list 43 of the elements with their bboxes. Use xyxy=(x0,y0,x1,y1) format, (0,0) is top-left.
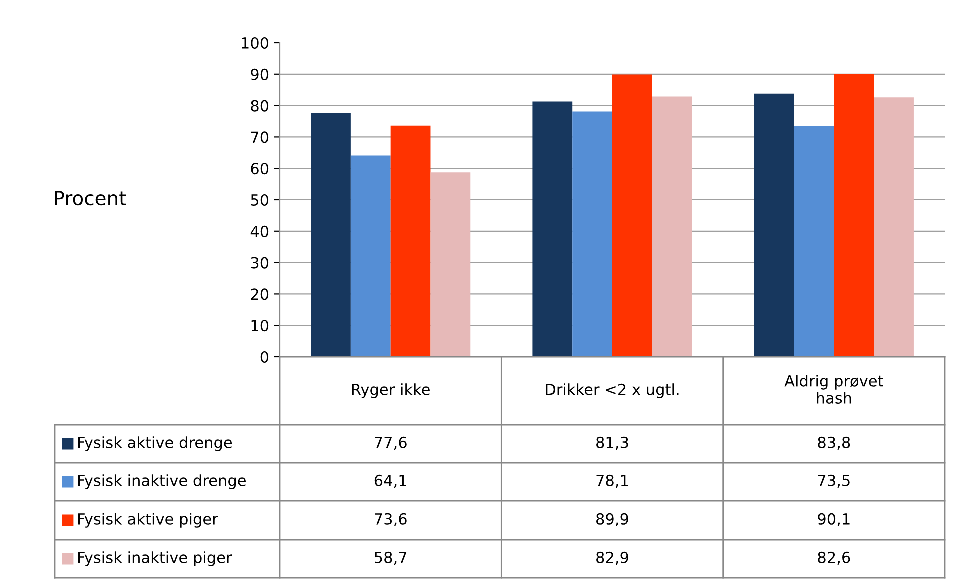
data-label: 78,1 xyxy=(596,474,628,488)
data-label: 89,9 xyxy=(596,513,628,526)
data-label: 83,8 xyxy=(818,436,850,450)
data-label: 64,1 xyxy=(374,474,406,488)
y-tick-label: 10 xyxy=(252,320,269,332)
data-label: 82,6 xyxy=(818,552,850,565)
data-label: 81,3 xyxy=(596,436,628,450)
x-tick-label: Aldrig prøvet hash xyxy=(784,375,884,404)
legend-label: Fysisk aktive piger xyxy=(78,513,218,528)
bar xyxy=(430,172,471,357)
data-label: 90,1 xyxy=(818,513,850,526)
data-label: 58,7 xyxy=(375,552,407,565)
y-tick-label: 20 xyxy=(251,288,269,300)
bar xyxy=(532,102,573,357)
data-label: 73,5 xyxy=(818,474,850,488)
bar xyxy=(794,126,834,357)
bar xyxy=(834,74,874,357)
bar xyxy=(390,126,431,357)
x-tick-label: Drikker <2 x ugtl. xyxy=(546,384,679,398)
bar xyxy=(874,98,914,357)
data-label: 82,9 xyxy=(596,552,628,565)
x-tick-label: Ryger ikke xyxy=(352,384,430,398)
y-tick-label: 100 xyxy=(242,37,269,50)
bar xyxy=(350,156,391,357)
y-tick-label: 60 xyxy=(251,163,269,175)
data-label: 73,6 xyxy=(375,513,407,526)
text: Procent xyxy=(55,191,126,206)
y-tick-label: 30 xyxy=(251,257,269,269)
legend-label: Fysisk aktive drenge xyxy=(78,436,232,452)
y-tick-label: 70 xyxy=(251,132,269,144)
data-label: 77,6 xyxy=(375,436,407,450)
bar xyxy=(572,112,612,357)
y-tick-label: 80 xyxy=(251,100,269,112)
bar xyxy=(754,94,794,357)
y-tick-label: 90 xyxy=(251,68,269,80)
y-tick-label: 40 xyxy=(250,226,269,238)
y-tick-label: 50 xyxy=(251,194,269,206)
bar xyxy=(311,113,351,357)
legend-label: Fysisk inaktive piger xyxy=(78,552,232,566)
y-tick-label: 0 xyxy=(260,351,269,364)
bar xyxy=(652,96,692,357)
legend-label: Fysisk inaktive drenge xyxy=(78,474,246,490)
bar xyxy=(612,74,652,357)
